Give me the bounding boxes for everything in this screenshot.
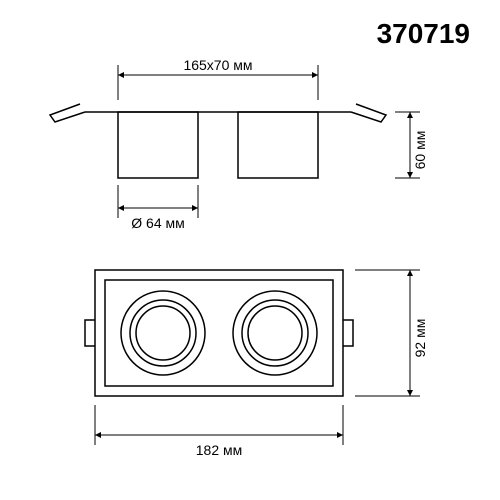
- label-diameter: Ø 64 мм: [131, 215, 185, 231]
- label-outer-width: 182 мм: [196, 442, 243, 458]
- label-height: 60 мм: [412, 131, 428, 170]
- dim-outer-height: 92 мм: [355, 270, 428, 396]
- front-view: 182 мм 92 мм: [85, 270, 428, 458]
- label-cutout: 165x70 мм: [183, 57, 252, 73]
- dim-height: 60 мм: [395, 112, 428, 178]
- technical-drawing: 165x70 мм 60 мм Ø 64 мм: [0, 0, 500, 500]
- dim-diameter: Ø 64 мм: [118, 185, 198, 231]
- dim-cutout-width: 165x70 мм: [118, 57, 318, 100]
- label-outer-height: 92 мм: [412, 319, 428, 358]
- product-code: 370719: [377, 18, 470, 50]
- dim-outer-width: 182 мм: [95, 405, 343, 458]
- side-view: 165x70 мм 60 мм Ø 64 мм: [50, 57, 428, 231]
